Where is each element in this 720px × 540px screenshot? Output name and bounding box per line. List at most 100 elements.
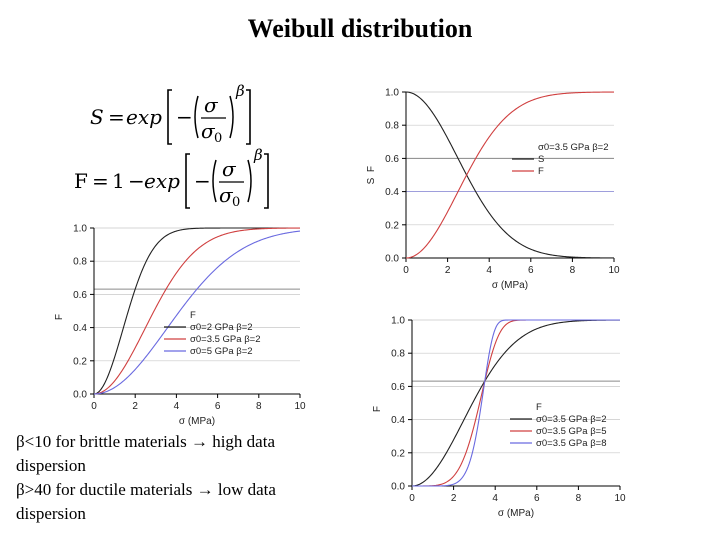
x-tick-label: 6 xyxy=(534,493,540,504)
formula-s-left-paren xyxy=(194,95,199,139)
x-axis-title: σ (MPa) xyxy=(498,508,534,519)
y-tick-label: 0.2 xyxy=(391,448,405,459)
y-tick-label: 0.0 xyxy=(73,390,87,401)
x-tick-label: 8 xyxy=(256,401,262,412)
series-line xyxy=(411,319,620,487)
y-tick-label: 0.4 xyxy=(385,187,399,198)
formula-f-one: 1 xyxy=(112,169,125,193)
legend-title: F xyxy=(190,310,196,321)
legend-entry: σ0=3.5 GPa β=2 xyxy=(536,414,607,425)
series-line xyxy=(412,319,620,487)
formula-s-exponent: β xyxy=(235,82,245,100)
formula-f-lhs: F xyxy=(74,169,88,193)
x-tick-label: 4 xyxy=(492,493,498,504)
y-tick-label: 0.8 xyxy=(391,349,405,360)
x-tick-label: 10 xyxy=(614,493,626,504)
y-tick-label: 1.0 xyxy=(385,88,399,99)
x-tick-label: 10 xyxy=(294,401,306,412)
note-brittle: β<10 for brittle materials → high data d… xyxy=(16,432,276,475)
formula-s-equals: = xyxy=(108,105,125,129)
legend-entry: σ0=2 GPa β=2 xyxy=(190,322,253,333)
formula-s-lhs: S xyxy=(90,105,104,129)
x-tick-label: 6 xyxy=(528,265,534,276)
x-tick-label: 0 xyxy=(91,401,97,412)
formula-s-left-bracket xyxy=(167,89,172,145)
y-tick-label: 0.8 xyxy=(73,257,87,268)
series-line xyxy=(405,91,614,259)
x-tick-label: 8 xyxy=(576,493,582,504)
y-tick-label: 0.6 xyxy=(385,154,399,165)
legend-entry: F xyxy=(538,166,544,177)
x-tick-label: 8 xyxy=(570,265,576,276)
formula-f-right-paren xyxy=(247,159,252,203)
series-line xyxy=(93,230,301,395)
formula-f-den: σ xyxy=(219,183,234,207)
x-tick-label: 10 xyxy=(608,265,620,276)
survival-formula: S = exp − σ σ 0 β xyxy=(70,82,280,150)
y-tick-label: 0.0 xyxy=(385,254,399,265)
x-tick-label: 2 xyxy=(132,401,138,412)
x-tick-label: 6 xyxy=(215,401,221,412)
y-axis-title-2: F xyxy=(366,166,377,172)
formula-s-right-bracket xyxy=(246,89,251,145)
y-tick-label: 0.8 xyxy=(385,121,399,132)
note-ductile: β>40 for ductile materials → low data di… xyxy=(16,480,276,523)
legend-entry: σ0=3.5 GPa β=5 xyxy=(536,426,607,437)
x-axis-title: σ (MPa) xyxy=(492,280,528,291)
y-tick-label: 0.4 xyxy=(391,415,405,426)
series-line xyxy=(93,227,300,395)
y-tick-label: 1.0 xyxy=(73,224,87,235)
formula-f-right-bracket xyxy=(264,153,269,209)
x-axis-title: σ (MPa) xyxy=(179,416,215,427)
formula-s-den-sub: 0 xyxy=(214,131,222,146)
y-tick-label: 0.6 xyxy=(73,290,87,301)
formula-f-left-bracket xyxy=(185,153,190,209)
y-tick-label: 0.4 xyxy=(73,323,87,334)
y-tick-label: 0.2 xyxy=(73,356,87,367)
formula-f-num: σ xyxy=(222,157,237,181)
formula-f-equals: = xyxy=(92,169,109,193)
formula-s-minus: − xyxy=(176,105,193,129)
formula-s-right-paren xyxy=(229,95,234,139)
y-tick-label: 0.0 xyxy=(391,482,405,493)
x-tick-label: 4 xyxy=(486,265,492,276)
series-line xyxy=(412,319,620,487)
chart-left-svg: 0 2 4 6 8 10 0.0 0.2 0.4 0.6 0.8 1.0 σ (MPa) F Fσ0=2 G… xyxy=(54,224,306,428)
formula-f-func: exp xyxy=(144,169,180,193)
formula-f-exponent: β xyxy=(253,146,263,164)
legend-title: F xyxy=(536,402,542,413)
y-axis-title: F xyxy=(54,314,65,320)
y-tick-label: 0.2 xyxy=(385,220,399,231)
formula-f-minus: − xyxy=(128,169,145,193)
y-tick-label: 0.6 xyxy=(391,382,405,393)
y-axis-title: S xyxy=(366,177,377,184)
legend-title: σ0=3.5 GPa β=2 xyxy=(538,142,609,153)
legend-entry: S xyxy=(538,154,544,165)
formula-f-den-sub: 0 xyxy=(232,195,240,210)
x-tick-label: 4 xyxy=(174,401,180,412)
formula-s-den: σ xyxy=(201,119,216,143)
formula-s-func: exp xyxy=(126,105,162,129)
series-line xyxy=(93,227,300,395)
x-tick-label: 2 xyxy=(451,493,457,504)
failure-formula: F = 1 − exp − σ σ 0 β xyxy=(60,146,290,214)
x-tick-label: 2 xyxy=(445,265,451,276)
y-axis-title: F xyxy=(372,406,383,412)
x-tick-label: 0 xyxy=(409,493,415,504)
formula-f-minus2: − xyxy=(194,169,211,193)
chart-top-right-svg: 0 2 4 6 8 100.00.20.40.60.81.0σ (MPa)SFσ0=3.5… xyxy=(366,88,620,292)
legend-entry: σ0=3.5 GPa β=8 xyxy=(536,438,607,449)
formula-s-num: σ xyxy=(204,93,219,117)
chart-bottom-right-svg: 0 2 4 6 8 10 0.0 0.2 0.4 0.6 0.8 1.0 σ (MPa) F Fσ0=3.5… xyxy=(372,316,626,520)
legend-entry: σ0=3.5 GPa β=2 xyxy=(190,334,261,345)
y-tick-label: 1.0 xyxy=(391,316,405,327)
notes: β<10 for brittle materials → high data d… xyxy=(16,430,346,526)
x-tick-label: 0 xyxy=(403,265,409,276)
legend-entry: σ0=5 GPa β=2 xyxy=(190,346,253,357)
formula-f-left-paren xyxy=(212,159,217,203)
slide-title: Weibull distribution xyxy=(247,14,473,43)
series-line xyxy=(405,91,614,259)
